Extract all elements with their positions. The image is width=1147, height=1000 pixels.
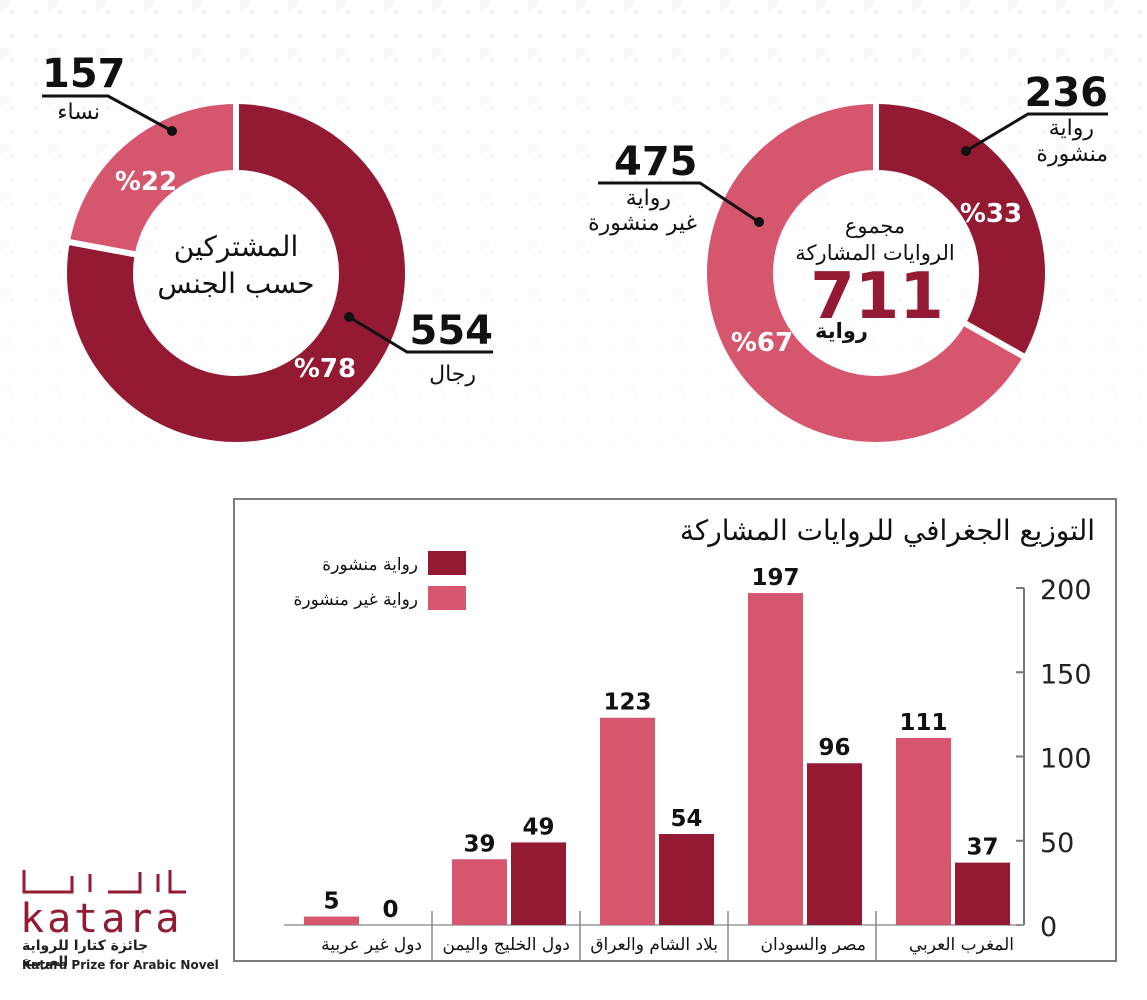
unpublished-label2: غير منشورة (588, 211, 697, 236)
published-percent: %33 (960, 199, 1022, 229)
novels-total-unit: رواية (815, 319, 868, 343)
gender-donut (61, 97, 411, 448)
unpublished-count: 475 (614, 139, 698, 185)
published-count: 236 (1025, 70, 1109, 116)
unpublished-percent: %67 (731, 328, 793, 358)
men-percent: %78 (294, 354, 356, 384)
novels-center-line2: الروايات المشاركة (795, 241, 954, 265)
katara-logo: katara (20, 870, 186, 936)
logo-wordmark: katara (20, 896, 183, 936)
published-label1: رواية (1049, 116, 1094, 141)
women-label: نساء (57, 100, 100, 125)
women-count: 157 (42, 51, 126, 97)
logo-english-name: Katara Prize for Arabic Novel (22, 958, 219, 972)
unpublished-callout-line (598, 181, 760, 224)
women-callout-line (42, 94, 173, 133)
donut-slice-published (873, 97, 1051, 362)
published-label2: منشورة (1036, 142, 1108, 167)
unpublished-label1: رواية (626, 186, 671, 211)
novels-donut (701, 97, 1051, 448)
logo-arabic-name: جائزة كتارا للرواية العربية (22, 938, 149, 970)
logo-arabic-stroke-3 (108, 872, 142, 894)
logo-arabic-stroke-1 (22, 870, 74, 894)
geographic-chart-panel (233, 498, 1117, 962)
gender-center-line1: المشتركين (174, 230, 298, 263)
logo-arabic-stroke-5 (168, 870, 186, 894)
unpublished-callout-dot (754, 217, 764, 227)
men-label: رجال (429, 362, 476, 387)
gender-center-line2: حسب الجنس (157, 267, 314, 300)
novels-center-line1: مجموع (845, 214, 905, 238)
donut-slice-unpublished (701, 97, 1030, 448)
donut-slice-men (61, 97, 411, 448)
men-count: 554 (410, 308, 494, 354)
published-callout-dot (961, 146, 971, 156)
men-callout-line (348, 315, 493, 354)
donut-slice-women (63, 97, 239, 259)
published-callout-line (965, 112, 1108, 153)
donut-charts: المشتركين حسب الجنس %22 %78 157 نساء 554… (42, 51, 1109, 448)
women-callout-dot (167, 126, 177, 136)
men-callout-dot (344, 312, 354, 322)
novels-total: 711 (810, 260, 944, 334)
women-percent: %22 (115, 167, 177, 197)
